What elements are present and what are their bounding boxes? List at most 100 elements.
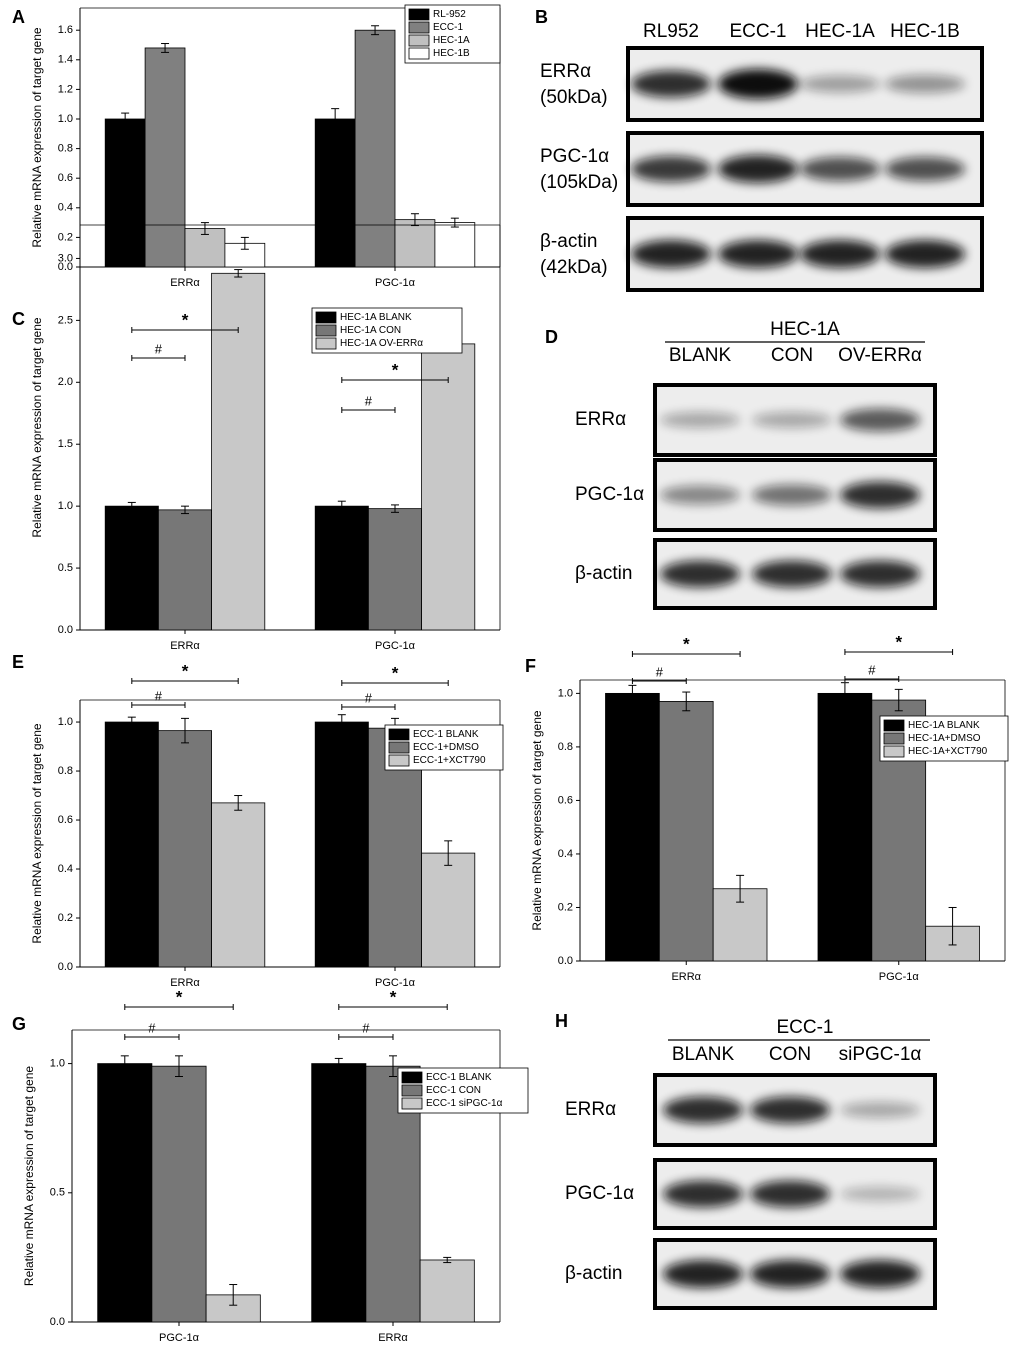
x-tick-label: ERRα — [671, 971, 701, 983]
legend-label: HEC-1A CON — [340, 325, 401, 336]
lane-label: OV-ERRα — [838, 345, 922, 366]
error-bar — [331, 108, 340, 130]
bar — [394, 219, 436, 268]
significance-mark: * — [683, 634, 690, 653]
error-bar — [371, 25, 380, 36]
blot-band — [718, 69, 798, 99]
legend-swatch — [408, 21, 430, 34]
bar — [605, 692, 660, 962]
legend-label: ECC-1 — [433, 22, 463, 33]
blot-header: HEC-1A — [770, 319, 840, 340]
lane-label: BLANK — [672, 1044, 735, 1065]
legend-label: RL-952 — [433, 9, 466, 20]
legend-swatch — [401, 1071, 423, 1084]
y-tick-label: 0.6 — [58, 814, 73, 826]
legend-label: HEC-1A BLANK — [908, 720, 980, 731]
error-bar — [234, 795, 243, 811]
bar — [157, 509, 212, 631]
blot-band — [752, 412, 832, 428]
error-bar — [894, 688, 903, 712]
blot-band — [800, 240, 880, 268]
bar — [314, 721, 369, 968]
legend-label: HEC-1A+XCT790 — [908, 746, 988, 757]
y-tick-label: 0.6 — [58, 172, 73, 184]
error-bar — [127, 501, 136, 511]
blot-band — [752, 484, 832, 506]
blot-band — [885, 157, 965, 181]
y-tick-label: 1.4 — [58, 54, 73, 66]
significance-mark: # — [148, 1020, 156, 1035]
significance-mark: * — [895, 632, 902, 651]
significance-mark: # — [155, 341, 163, 356]
row-label: ERRα — [575, 409, 626, 430]
bar — [104, 721, 159, 968]
error-bar — [450, 217, 459, 228]
row-size: (50kDa) — [540, 87, 608, 108]
error-bar — [181, 717, 189, 744]
row-label: PGC-1α — [575, 484, 644, 505]
y-tick-label: 0.5 — [50, 1187, 65, 1199]
y-tick-label: 1.0 — [50, 1057, 65, 1069]
bar — [211, 272, 266, 631]
blot-band — [631, 240, 711, 268]
blot-band — [631, 70, 711, 98]
legend-label: HEC-1A — [433, 35, 470, 46]
blot-band — [800, 75, 880, 93]
row-label: PGC-1α — [565, 1183, 634, 1204]
blot-band — [840, 1102, 920, 1118]
error-bar — [175, 1055, 183, 1078]
x-tick-label: PGC-1α — [375, 977, 416, 989]
y-tick-label: 0.0 — [558, 955, 573, 967]
error-bar — [948, 906, 957, 946]
legend-swatch — [315, 311, 337, 324]
lane-label: HEC-1B — [890, 21, 960, 42]
legend-label: HEC-1B — [433, 48, 470, 59]
y-tick-label: 1.5 — [58, 438, 73, 450]
legend-label: HEC-1A+DMSO — [908, 733, 981, 744]
y-tick-label: 0.2 — [558, 901, 573, 913]
legend-swatch — [408, 47, 430, 60]
y-tick-label: 0.6 — [558, 794, 573, 806]
blot-band — [752, 560, 832, 588]
row-label: β-actin — [575, 563, 632, 584]
panel-label: G — [12, 1014, 26, 1034]
y-tick-label: 1.2 — [58, 83, 73, 95]
legend-swatch — [408, 34, 430, 47]
legend-label: ECC-1 BLANK — [413, 729, 479, 740]
legend-swatch — [401, 1097, 423, 1110]
legend-label: ECC-1 BLANK — [426, 1072, 492, 1083]
blot-band — [663, 1180, 743, 1208]
error-bar — [337, 500, 346, 512]
x-tick-label: PGC-1α — [375, 640, 416, 652]
y-tick-label: 0.4 — [58, 863, 73, 875]
blot-band — [885, 240, 965, 268]
legend-swatch — [401, 1084, 423, 1097]
legend-swatch — [388, 728, 410, 741]
y-tick-label: 0.2 — [58, 912, 73, 924]
x-tick-label: PGC-1α — [375, 277, 416, 289]
bar — [144, 47, 186, 268]
row-label: β-actin — [565, 1263, 622, 1284]
y-tick-label: 3.0 — [58, 252, 73, 264]
significance-mark: * — [392, 360, 399, 379]
bar — [658, 701, 714, 962]
blot-band — [840, 1186, 920, 1202]
blot-band — [750, 1260, 830, 1288]
legend-swatch — [883, 745, 905, 758]
x-tick-label: PGC-1α — [879, 971, 920, 983]
error-bar — [200, 222, 209, 235]
row-label: ERRα — [540, 61, 591, 82]
lane-label: CON — [771, 345, 813, 366]
significance-mark: # — [868, 662, 876, 677]
error-bar — [234, 269, 243, 278]
bar — [434, 222, 476, 268]
panel-label: E — [12, 652, 24, 672]
bar — [211, 802, 266, 968]
row-size: (105kDa) — [540, 172, 618, 193]
panel-label: F — [525, 656, 536, 676]
row-label: PGC-1α — [540, 146, 609, 167]
blot-header: ECC-1 — [776, 1017, 833, 1038]
y-tick-label: 0.2 — [58, 231, 73, 243]
significance-mark: # — [365, 393, 373, 408]
bar — [314, 118, 356, 268]
